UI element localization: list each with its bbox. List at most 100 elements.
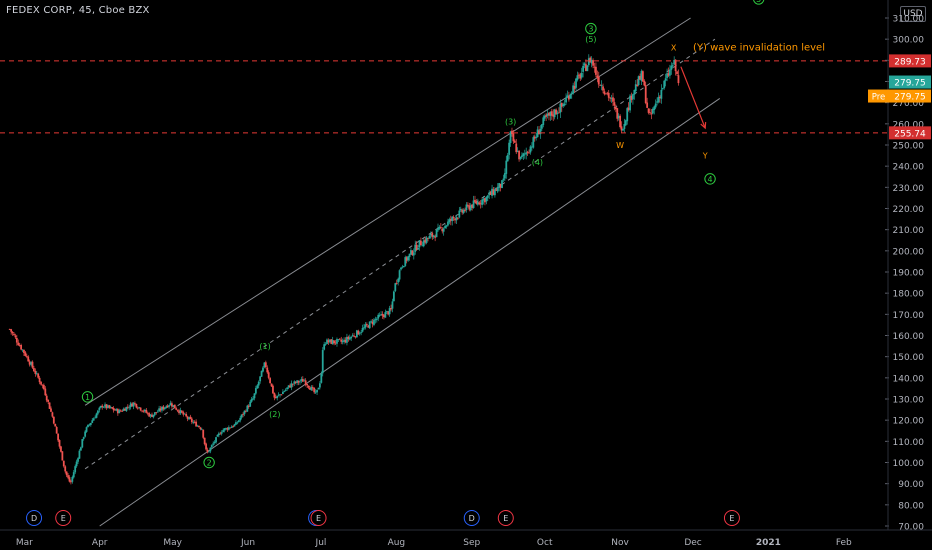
candle bbox=[293, 380, 296, 387]
candle bbox=[274, 394, 277, 399]
symbol-name[interactable]: FEDEX CORP bbox=[6, 5, 72, 16]
last-price-tag[interactable]: 279.75 bbox=[889, 75, 931, 89]
annotations: (Y) wave invalidation level bbox=[693, 43, 825, 54]
interval-label[interactable]: 45 bbox=[78, 5, 92, 16]
wave-label-5[interactable]: 5 bbox=[753, 0, 765, 5]
candle bbox=[198, 425, 200, 428]
candle bbox=[256, 384, 259, 389]
candle bbox=[185, 411, 188, 418]
candle bbox=[593, 62, 596, 73]
currency-button[interactable]: USD bbox=[900, 6, 926, 22]
candle bbox=[200, 427, 203, 431]
candle bbox=[23, 349, 25, 356]
wave-label-p2p[interactable]: (2) bbox=[269, 410, 280, 419]
candle bbox=[521, 152, 523, 160]
candle bbox=[418, 240, 421, 251]
candle bbox=[52, 416, 55, 425]
candle bbox=[546, 109, 549, 119]
candle bbox=[505, 155, 508, 179]
horizontal-levels bbox=[0, 60, 888, 134]
premarket-tag[interactable]: Pre 279.75 bbox=[868, 89, 931, 103]
y-tick-label: 310.00 bbox=[893, 15, 925, 25]
candle bbox=[333, 340, 336, 346]
wave-label-3[interactable]: 3 bbox=[585, 22, 597, 35]
level-tag-upper[interactable]: 289.73 bbox=[889, 54, 931, 68]
candle bbox=[8, 328, 11, 331]
candle bbox=[118, 408, 121, 414]
candle bbox=[35, 370, 38, 376]
candle bbox=[629, 94, 631, 113]
candle bbox=[270, 383, 273, 387]
earnings-marker[interactable]: E bbox=[55, 510, 72, 526]
candle bbox=[563, 99, 566, 107]
wave-label-2[interactable]: 2 bbox=[203, 456, 215, 469]
level-tag-lower[interactable]: 255.74 bbox=[889, 126, 931, 140]
candles bbox=[8, 54, 680, 485]
candle bbox=[48, 402, 51, 409]
candle bbox=[506, 152, 509, 162]
candle bbox=[402, 265, 405, 268]
candle bbox=[102, 406, 105, 408]
wave-label-p4p[interactable]: (4) bbox=[532, 158, 543, 167]
earnings-marker[interactable]: E bbox=[310, 510, 327, 526]
wave-label-W[interactable]: W bbox=[616, 141, 624, 150]
candle bbox=[122, 407, 125, 412]
candle bbox=[653, 105, 656, 115]
dividend-marker[interactable]: D bbox=[26, 510, 43, 526]
wave-label-X[interactable]: X bbox=[671, 44, 677, 53]
time-axis[interactable]: Mar Apr May Jun Jul Aug Sep Oct Nov Dec 2021 Feb bbox=[0, 529, 932, 548]
wave-label-1[interactable]: 1 bbox=[81, 391, 94, 403]
candle bbox=[146, 411, 149, 416]
candle bbox=[657, 92, 660, 104]
wave-label-4[interactable]: 4 bbox=[704, 173, 716, 185]
candle bbox=[180, 410, 183, 414]
candle bbox=[209, 447, 212, 454]
candle bbox=[283, 390, 286, 393]
candle bbox=[357, 329, 360, 335]
candle bbox=[374, 316, 377, 324]
candle bbox=[38, 375, 41, 385]
candle bbox=[223, 427, 226, 433]
candle bbox=[439, 223, 442, 230]
exchange-label: Cboe BZX bbox=[98, 5, 150, 16]
candle bbox=[670, 62, 673, 75]
invalidation-annotation[interactable]: (Y) wave invalidation level bbox=[693, 43, 825, 54]
candle bbox=[624, 119, 627, 127]
candle bbox=[466, 202, 469, 208]
candle bbox=[121, 409, 124, 412]
candle bbox=[159, 406, 162, 413]
candle bbox=[235, 420, 237, 425]
wave-label-p1p[interactable]: (1) bbox=[259, 342, 270, 351]
candle bbox=[476, 198, 479, 207]
candle bbox=[230, 425, 233, 429]
candle bbox=[328, 339, 331, 344]
candle bbox=[428, 234, 431, 239]
svg-text:2: 2 bbox=[207, 459, 212, 468]
candle bbox=[267, 370, 270, 380]
candle bbox=[337, 338, 340, 343]
candle bbox=[539, 125, 542, 139]
channel-line-3 bbox=[99, 98, 721, 527]
candle bbox=[565, 93, 567, 105]
earnings-marker[interactable]: E bbox=[497, 510, 514, 526]
candle bbox=[469, 203, 472, 212]
candle bbox=[84, 430, 87, 438]
candle bbox=[613, 98, 616, 111]
earnings-marker[interactable]: E bbox=[723, 510, 740, 526]
x-tick-label: Dec bbox=[684, 538, 701, 548]
candle bbox=[330, 338, 333, 345]
wave-label-p3p[interactable]: (3) bbox=[505, 118, 516, 127]
candle bbox=[279, 394, 281, 398]
price-axis[interactable]: 70.00 80.00 90.00 100.00 110.00 120.00 130.00 1… bbox=[868, 0, 931, 533]
dividend-marker[interactable]: D bbox=[463, 510, 480, 526]
candle bbox=[343, 337, 345, 345]
projection-line[interactable] bbox=[680, 66, 706, 129]
wave-label-p5p[interactable]: (5) bbox=[585, 35, 596, 44]
candle bbox=[10, 328, 13, 335]
candle bbox=[424, 236, 427, 245]
wave-label-Y[interactable]: Y bbox=[702, 152, 708, 161]
candle bbox=[567, 91, 570, 102]
candle bbox=[394, 282, 397, 293]
candle bbox=[135, 403, 138, 409]
